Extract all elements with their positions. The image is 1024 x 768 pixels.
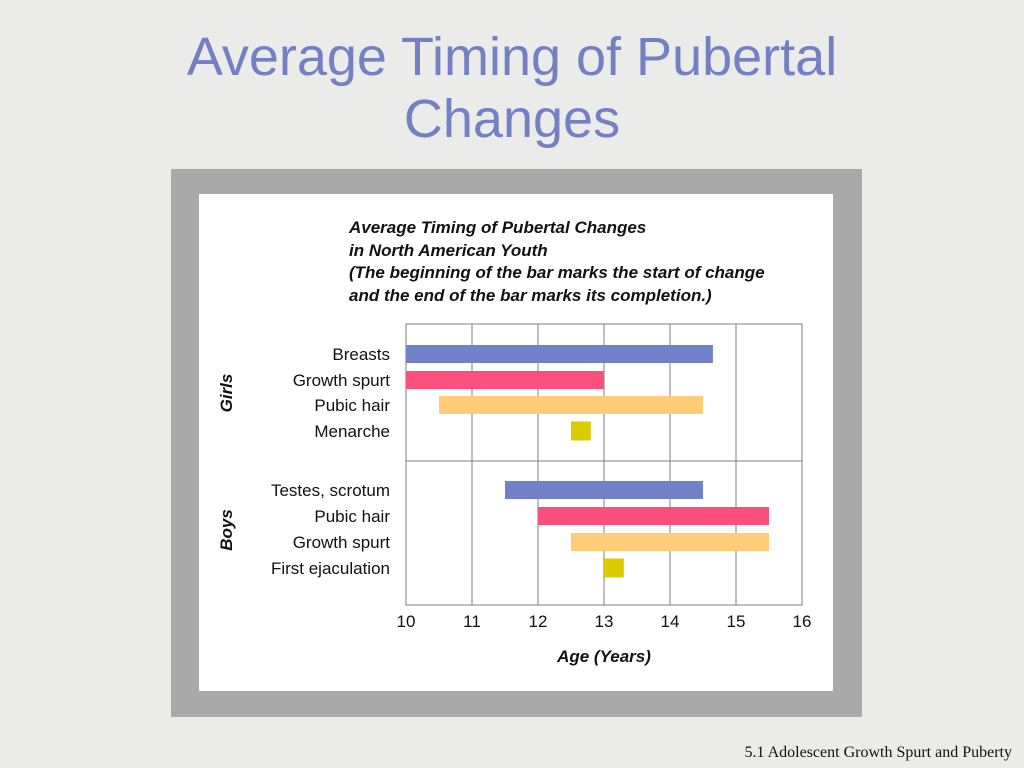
category-label: Menarche — [314, 422, 390, 441]
x-axis-title: Age (Years) — [556, 647, 651, 666]
x-tick-label: 10 — [397, 612, 416, 631]
chart-title-block: Average Timing of Pubertal Changes in No… — [349, 217, 829, 307]
chart-title-line-2: in North American Youth — [349, 240, 548, 260]
category-label: Growth spurt — [293, 533, 391, 552]
range-bar — [505, 481, 703, 499]
category-label: Pubic hair — [314, 507, 390, 526]
range-bar — [406, 345, 713, 363]
range-bar — [538, 507, 769, 525]
range-bar — [406, 371, 604, 389]
range-bar — [604, 558, 624, 578]
x-tick-label: 15 — [727, 612, 746, 631]
slide-title: Average Timing of Pubertal Changes — [0, 26, 1024, 150]
x-tick-label: 14 — [661, 612, 680, 631]
x-tick-label: 16 — [793, 612, 812, 631]
range-bar — [571, 533, 769, 551]
slide-title-line-2: Changes — [403, 89, 621, 149]
x-tick-label: 11 — [463, 612, 481, 631]
x-tick-label: 12 — [529, 612, 548, 631]
chart-panel — [199, 194, 833, 691]
category-label: First ejaculation — [271, 559, 390, 578]
category-label: Pubic hair — [314, 396, 390, 415]
slide-footer: 5.1 Adolescent Growth Spurt and Puberty — [744, 744, 1012, 761]
group-label-girls: Girls — [217, 374, 236, 413]
slide-title-line-1: Average Timing of Pubertal — [186, 27, 838, 87]
chart-title-line-4: and the end of the bar marks its complet… — [349, 285, 712, 305]
group-label-boys: Boys — [217, 509, 236, 551]
category-label: Growth spurt — [293, 371, 391, 390]
x-tick-label: 13 — [595, 612, 614, 631]
category-label: Breasts — [332, 345, 390, 364]
chart-title-line-3: (The beginning of the bar marks the star… — [349, 263, 765, 282]
chart-title-line-1: Average Timing of Pubertal Changes — [349, 218, 647, 237]
range-bar — [439, 396, 703, 414]
range-bar — [571, 421, 591, 441]
category-label: Testes, scrotum — [271, 481, 390, 500]
